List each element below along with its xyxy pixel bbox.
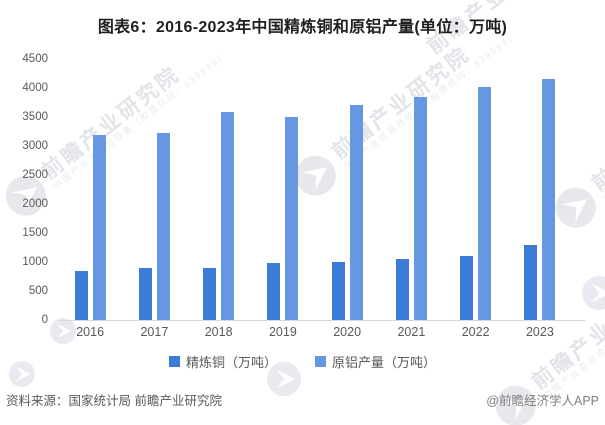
bar: [395, 259, 409, 320]
bar: [203, 267, 217, 320]
x-tick-label: 2016: [76, 325, 105, 339]
x-tick-label: 2022: [461, 325, 490, 339]
bar: [285, 116, 299, 320]
x-tick-label: 2023: [525, 325, 554, 339]
plot-area: [58, 59, 586, 321]
bar: [349, 104, 363, 320]
y-tick-label: 1500: [22, 227, 48, 239]
bar: [478, 86, 492, 320]
y-tick-label: 3000: [22, 140, 48, 152]
x-tick-label: 2017: [140, 325, 169, 339]
y-tick-label: 2500: [22, 169, 48, 181]
bar: [331, 261, 345, 320]
bar-group-2023: [524, 59, 556, 320]
bars-container: [58, 59, 572, 320]
bar-group-2020: [331, 59, 363, 320]
legend-swatch-refined-copper: [168, 356, 180, 367]
bar: [524, 244, 538, 320]
y-tick-label: 0: [41, 314, 48, 326]
bar-group-2021: [395, 59, 427, 320]
bar: [92, 135, 106, 320]
legend-swatch-primary-aluminum: [315, 356, 326, 367]
bar: [413, 96, 427, 320]
y-tick-label: 2000: [22, 198, 48, 210]
y-tick-label: 1000: [22, 256, 48, 268]
bar-group-2019: [267, 59, 299, 320]
x-axis: 2016 2017 2018 2019 2020 2021 2022 2023: [58, 325, 586, 339]
footer: 资料来源：国家统计局 前瞻产业研究院 @前瞻经济学人APP: [6, 390, 599, 409]
legend: 精炼铜（万吨） 原铝产量（万吨）: [0, 352, 605, 371]
x-tick-label: 2021: [397, 325, 426, 339]
legend-label-primary-aluminum: 原铝产量（万吨）: [332, 355, 437, 370]
bar-group-2018: [203, 59, 235, 320]
bar: [267, 263, 281, 320]
chart-title: 图表6：2016-2023年中国精炼铜和原铝产量(单位：万吨): [97, 19, 508, 36]
x-tick-label: 2020: [333, 325, 362, 339]
legend-label-refined-copper: 精炼铜（万吨）: [185, 355, 277, 370]
bar: [156, 132, 170, 320]
x-tick-label: 2019: [268, 325, 297, 339]
bar: [138, 268, 152, 320]
legend-item-primary-aluminum: 原铝产量（万吨）: [315, 352, 436, 371]
legend-item-refined-copper: 精炼铜（万吨）: [168, 352, 277, 371]
source-note: 资料来源：国家统计局 前瞻产业研究院: [6, 394, 222, 408]
bar-group-2016: [74, 59, 106, 320]
credit-note: @前瞻经济学人APP: [486, 394, 599, 408]
bar-group-2022: [460, 59, 492, 320]
bar: [460, 255, 474, 320]
x-tick-label: 2018: [204, 325, 233, 339]
y-axis: 4500 4000 3500 3000 2500 2000 1500 1000 500 0: [0, 53, 48, 326]
bar: [542, 78, 556, 320]
bar-group-2017: [138, 59, 170, 320]
y-tick-label: 4000: [22, 82, 48, 94]
y-tick-label: 4500: [22, 53, 48, 65]
bar: [221, 112, 235, 320]
y-tick-label: 500: [28, 285, 48, 297]
y-tick-label: 3500: [22, 111, 48, 123]
bar: [74, 271, 88, 320]
